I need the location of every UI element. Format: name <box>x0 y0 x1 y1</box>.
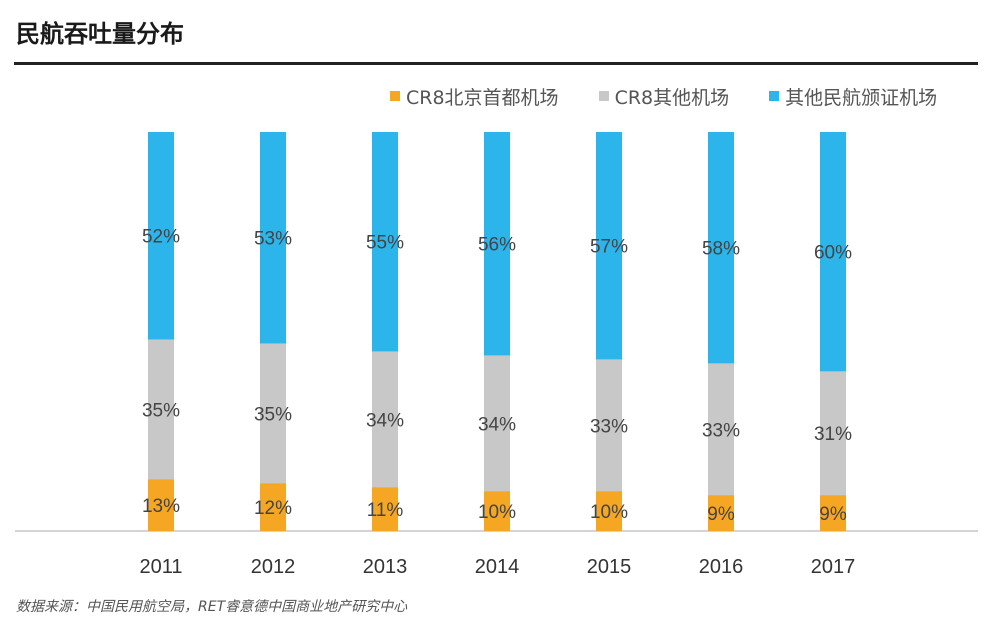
data-label-2011-2: 35% <box>142 400 180 421</box>
data-label-2016-3: 58% <box>702 239 740 260</box>
bar-segment-2012-3 <box>260 132 286 344</box>
data-label-2011-3: 52% <box>142 227 180 248</box>
legend-item-beijing: CR8北京首都机场 <box>390 83 559 110</box>
bar-segment-2014-3 <box>484 132 510 356</box>
bar-segment-2012-2 <box>260 343 286 484</box>
bar-segment-2016-2 <box>708 363 734 496</box>
data-label-2017-2: 31% <box>814 424 852 445</box>
data-label-2013-3: 55% <box>366 233 404 254</box>
legend-label-other-licensed: 其他民航颁证机场 <box>785 86 938 109</box>
data-label-2012-1: 12% <box>254 498 292 519</box>
legend: CR8北京首都机场 CR8其他机场 其他民航颁证机场 <box>390 83 937 110</box>
data-label-2015-1: 10% <box>590 502 628 523</box>
legend-swatch-other-licensed <box>769 91 780 101</box>
legend-item-other-licensed: 其他民航颁证机场 <box>769 83 937 110</box>
data-label-2014-3: 56% <box>478 235 516 256</box>
bar-segment-2017-2 <box>820 371 846 496</box>
bar-segment-2015-2 <box>596 359 622 492</box>
x-tick-label-2011: 2011 <box>139 556 182 578</box>
bar-segment-2016-3 <box>708 132 734 364</box>
bar-segment-2011-2 <box>148 339 174 480</box>
bar-segment-2017-1 <box>820 495 846 531</box>
data-label-2015-3: 57% <box>590 237 628 258</box>
bar-segment-2014-1 <box>484 491 510 531</box>
data-label-2017-1: 9% <box>819 504 847 525</box>
x-tick-label-2012: 2012 <box>251 556 296 578</box>
bar-segment-2017-3 <box>820 132 846 372</box>
title-divider <box>14 62 978 65</box>
data-label-2014-1: 10% <box>478 502 516 523</box>
legend-label-beijing: CR8北京首都机场 <box>406 86 559 109</box>
bar-segment-2011-1 <box>148 479 174 531</box>
bar-segment-2012-1 <box>260 483 286 531</box>
x-tick-label-2015: 2015 <box>587 556 632 578</box>
x-tick-label-2017: 2017 <box>811 556 856 578</box>
data-label-2016-1: 9% <box>707 504 735 525</box>
data-label-2014-2: 34% <box>478 414 516 435</box>
legend-item-other-cr8: CR8其他机场 <box>598 83 730 110</box>
bar-segment-2016-1 <box>708 495 734 531</box>
bar-segment-2011-3 <box>148 132 174 340</box>
bar-segment-2015-3 <box>596 132 622 360</box>
bar-segment-2013-2 <box>372 351 398 488</box>
data-label-2011-1: 13% <box>142 496 180 517</box>
legend-swatch-beijing <box>390 91 400 101</box>
chart-title: 民航吞吐量分布 <box>16 20 184 48</box>
bar-segment-2013-1 <box>372 487 398 531</box>
legend-swatch-other-cr8 <box>598 91 609 101</box>
data-label-2017-3: 60% <box>814 243 852 264</box>
bar-segment-2015-1 <box>596 491 622 531</box>
x-tick-label-2014: 2014 <box>475 556 520 578</box>
data-label-2015-2: 33% <box>590 416 628 437</box>
data-label-2012-3: 53% <box>254 229 292 250</box>
data-label-2012-2: 35% <box>254 404 292 425</box>
data-label-2013-1: 11% <box>367 500 404 521</box>
legend-label-other-cr8: CR8其他机场 <box>614 86 730 109</box>
bar-segment-2014-2 <box>484 355 510 492</box>
x-tick-label-2013: 2013 <box>363 556 408 578</box>
source-note: 数据来源：中国民用航空局，RET睿意德中国商业地产研究中心 <box>16 599 408 615</box>
bar-segment-2013-3 <box>372 132 398 352</box>
x-tick-label-2016: 2016 <box>699 556 744 578</box>
data-label-2016-2: 33% <box>702 420 740 441</box>
data-label-2013-2: 34% <box>366 410 404 431</box>
